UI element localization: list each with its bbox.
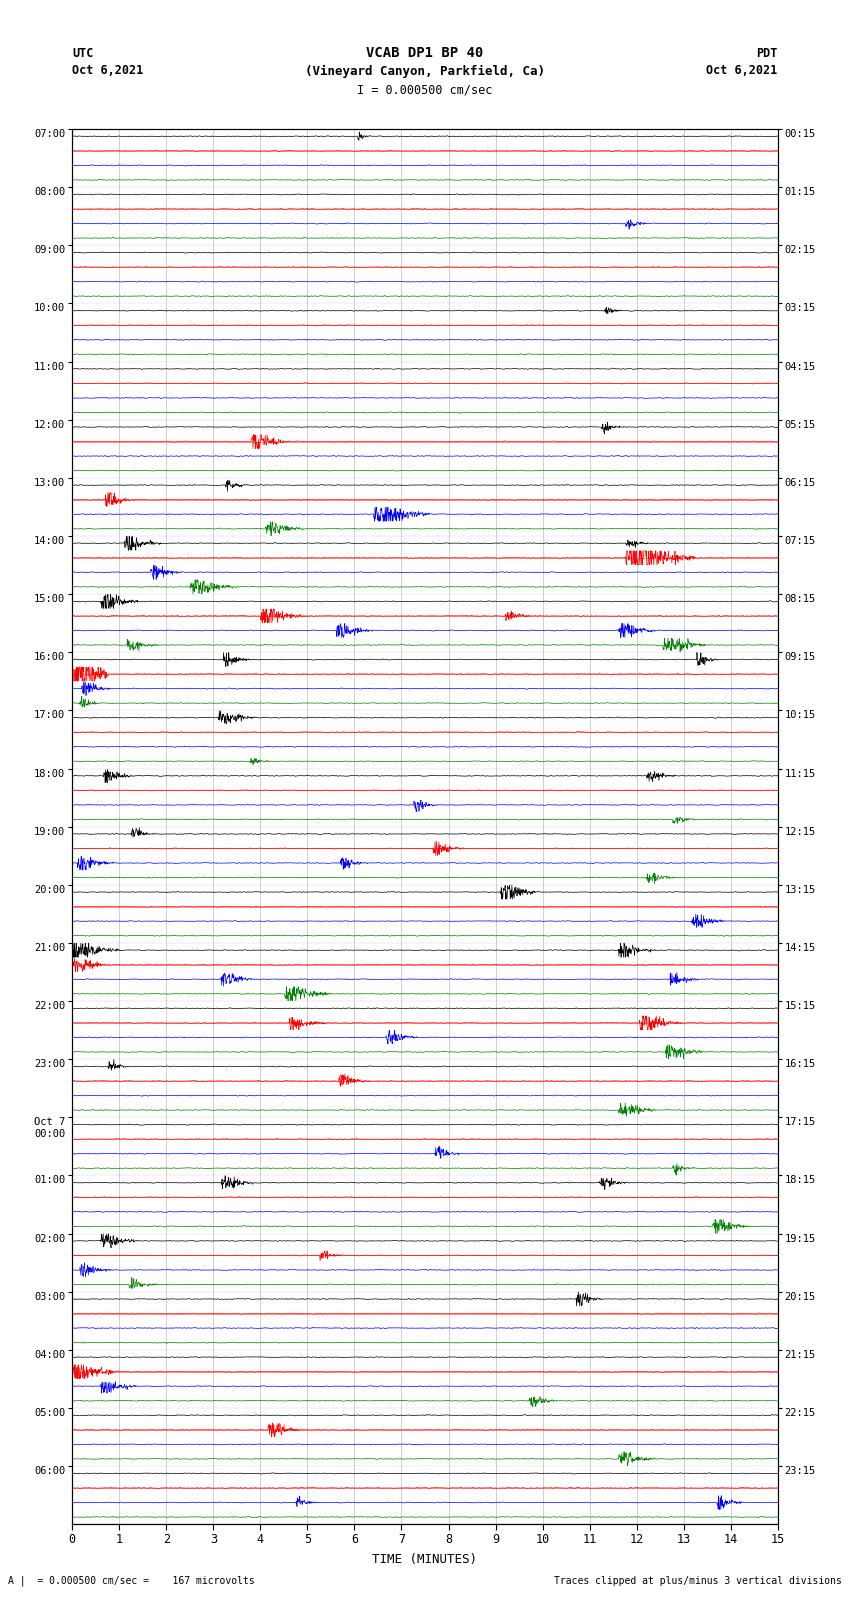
Text: Oct 6,2021: Oct 6,2021 — [706, 65, 778, 77]
Text: VCAB DP1 BP 40: VCAB DP1 BP 40 — [366, 47, 484, 60]
Text: A |  = 0.000500 cm/sec =    167 microvolts: A | = 0.000500 cm/sec = 167 microvolts — [8, 1576, 255, 1586]
Text: UTC: UTC — [72, 47, 94, 60]
Text: I = 0.000500 cm/sec: I = 0.000500 cm/sec — [357, 84, 493, 97]
Text: Traces clipped at plus/minus 3 vertical divisions: Traces clipped at plus/minus 3 vertical … — [553, 1576, 842, 1586]
Text: PDT: PDT — [756, 47, 778, 60]
X-axis label: TIME (MINUTES): TIME (MINUTES) — [372, 1553, 478, 1566]
Text: Oct 6,2021: Oct 6,2021 — [72, 65, 144, 77]
Text: (Vineyard Canyon, Parkfield, Ca): (Vineyard Canyon, Parkfield, Ca) — [305, 65, 545, 77]
